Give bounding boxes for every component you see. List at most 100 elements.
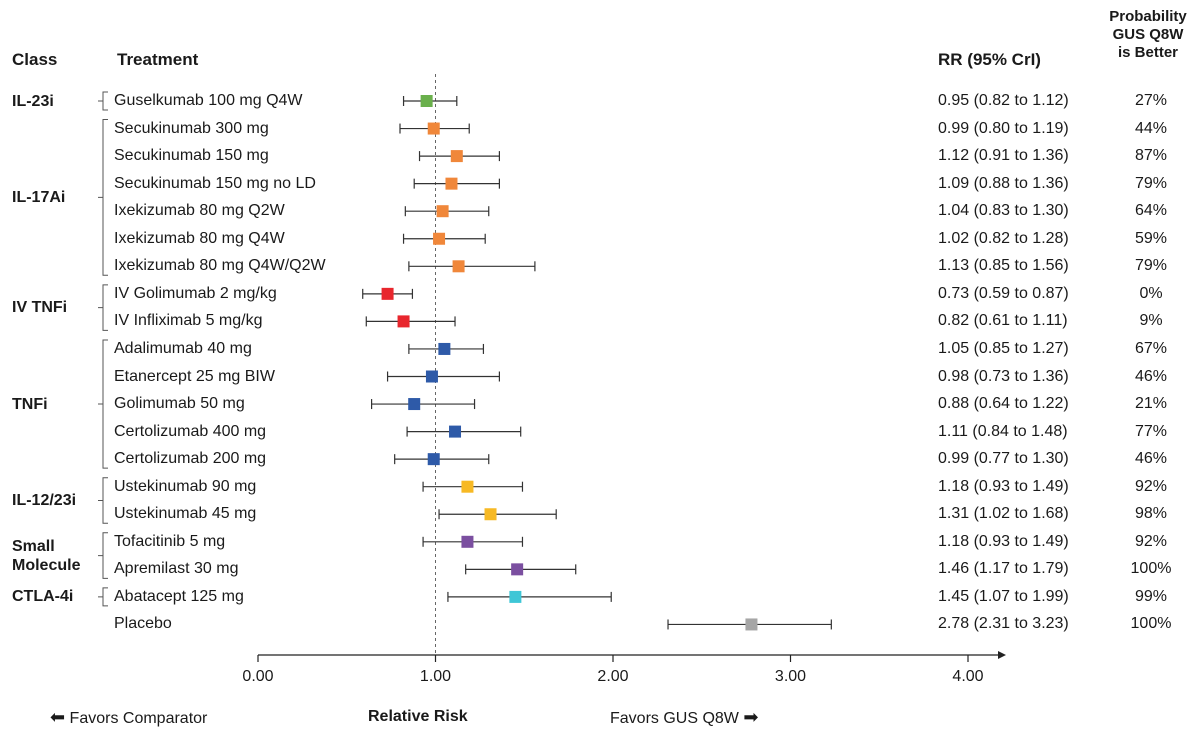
treatment-label: Tofacitinib 5 mg [114, 532, 226, 550]
rr-value: 1.11 (0.84 to 1.48) [938, 422, 1068, 440]
favors-gus-annotation: Favors GUS Q8W ➡ [610, 706, 758, 728]
probability-value: 79% [1134, 174, 1168, 192]
treatment-label: Abatacept 125 mg [114, 587, 244, 605]
rr-value: 1.04 (0.83 to 1.30) [938, 202, 1069, 220]
probability-header-line-3: is Better [1117, 44, 1179, 61]
class-label: IL-17Ai [12, 188, 66, 206]
treatment-label: IV Infliximab 5 mg/kg [114, 312, 263, 330]
treatment-label: Placebo [114, 615, 172, 633]
treatment-label: Ustekinumab 45 mg [114, 505, 257, 523]
class-bracket [98, 91, 108, 111]
probability-value: 92% [1134, 532, 1168, 550]
treatment-label: Ixekizumab 80 mg Q2W [114, 202, 285, 220]
probability-value: 9% [1139, 312, 1163, 330]
probability-value: 44% [1134, 119, 1168, 137]
class-label: IL-12/23i [12, 491, 77, 509]
point-estimate-marker [425, 370, 438, 383]
point-estimate-marker [427, 453, 440, 466]
probability-value: 98% [1134, 505, 1168, 523]
probability-value: 59% [1134, 229, 1168, 247]
rr-value: 1.12 (0.91 to 1.36) [938, 147, 1069, 165]
class-bracket [98, 587, 108, 607]
class-bracket [98, 477, 108, 524]
rr-value: 0.88 (0.64 to 1.22) [938, 395, 1069, 413]
treatment-label: Secukinumab 150 mg no LD [114, 174, 316, 192]
treatment-header: Treatment [117, 50, 199, 69]
rr-header: RR (95% CrI) [938, 50, 1041, 69]
treatment-label: Golimumab 50 mg [114, 395, 245, 413]
probability-value: 46% [1134, 367, 1168, 385]
probability-header-line-2: GUS Q8W [1112, 26, 1184, 43]
point-estimate-marker [408, 398, 421, 411]
x-axis-label: Relative Risk [368, 708, 468, 725]
rr-value: 1.05 (0.85 to 1.27) [938, 339, 1069, 357]
rr-value: 1.18 (0.93 to 1.49) [938, 477, 1069, 495]
rr-value: 0.73 (0.59 to 0.87) [938, 284, 1069, 302]
point-estimate-marker [509, 590, 522, 603]
point-estimate-marker [461, 480, 474, 493]
treatment-label: Adalimumab 40 mg [114, 339, 252, 357]
probability-value: 92% [1134, 477, 1168, 495]
point-estimate-marker [397, 315, 410, 328]
probability-value: 21% [1134, 395, 1168, 413]
point-estimate-marker [461, 535, 474, 548]
x-tick-label: 0.00 [242, 668, 274, 685]
rr-value: 0.98 (0.73 to 1.36) [938, 367, 1069, 385]
class-bracket [98, 532, 108, 579]
rr-value: 1.45 (1.07 to 1.99) [938, 587, 1069, 605]
arrow-left-icon: ⬅ [50, 707, 66, 727]
rr-value: 1.46 (1.17 to 1.79) [938, 560, 1069, 578]
point-estimate-marker [420, 95, 433, 107]
class-label: CTLA-4i [12, 588, 74, 606]
arrow-right-icon: ➡ [743, 707, 759, 727]
x-tick-label: 3.00 [774, 668, 807, 685]
probability-header-line-1: Probability [1109, 8, 1187, 25]
probability-value: 79% [1134, 257, 1168, 275]
point-estimate-marker [452, 260, 465, 273]
rr-value: 1.18 (0.93 to 1.49) [938, 532, 1069, 550]
class-header: Class [12, 50, 58, 69]
class-bracket [98, 119, 108, 276]
probability-header: Probability GUS Q8W is Better [1094, 8, 1199, 62]
favors-gus-text: Favors GUS Q8W [610, 710, 739, 727]
point-estimate-marker [433, 232, 446, 245]
treatment-label: IV Golimumab 2 mg/kg [114, 284, 277, 302]
favors-comparator-annotation: ⬅ Favors Comparator [50, 706, 207, 728]
probability-value: 77% [1134, 422, 1168, 440]
probability-value: 64% [1134, 202, 1168, 220]
treatment-label: Guselkumab 100 mg Q4W [114, 92, 303, 109]
probability-value: 99% [1134, 587, 1168, 605]
x-tick-label: 1.00 [419, 668, 452, 685]
x-axis-arrowhead [998, 651, 1006, 659]
point-estimate-marker [450, 150, 463, 163]
point-estimate-marker [436, 205, 449, 218]
point-estimate-marker [427, 122, 440, 135]
treatment-label: Certolizumab 200 mg [114, 450, 267, 468]
treatment-label: Certolizumab 400 mg [114, 422, 267, 440]
treatment-label: Secukinumab 150 mg [114, 147, 269, 165]
class-label: TNFi [12, 395, 48, 413]
point-estimate-marker [438, 342, 451, 355]
rr-value: 2.78 (2.31 to 3.23) [938, 615, 1069, 633]
rr-value: 0.99 (0.77 to 1.30) [938, 450, 1069, 468]
probability-value: 100% [1130, 560, 1172, 578]
rr-value: 1.13 (0.85 to 1.56) [938, 257, 1069, 275]
rr-value: 1.09 (0.88 to 1.36) [938, 174, 1069, 192]
x-tick-label: 4.00 [952, 668, 984, 685]
point-estimate-marker [381, 287, 394, 300]
treatment-label: Apremilast 30 mg [114, 560, 239, 578]
class-bracket [98, 339, 108, 469]
rr-value: 0.82 (0.61 to 1.11) [938, 312, 1068, 330]
favors-comparator-text: Favors Comparator [69, 710, 208, 727]
probability-value: 100% [1130, 615, 1172, 633]
treatment-label: Ixekizumab 80 mg Q4W [114, 229, 285, 247]
probability-value: 27% [1134, 92, 1168, 109]
rr-value: 1.02 (0.82 to 1.28) [938, 229, 1069, 247]
class-label: Small Molecule [12, 537, 81, 574]
point-estimate-marker [511, 563, 524, 576]
rr-value: 1.31 (1.02 to 1.68) [938, 505, 1069, 523]
class-label: IV TNFi [12, 299, 68, 317]
treatment-label: Secukinumab 300 mg [114, 119, 269, 137]
point-estimate-marker [449, 425, 462, 438]
